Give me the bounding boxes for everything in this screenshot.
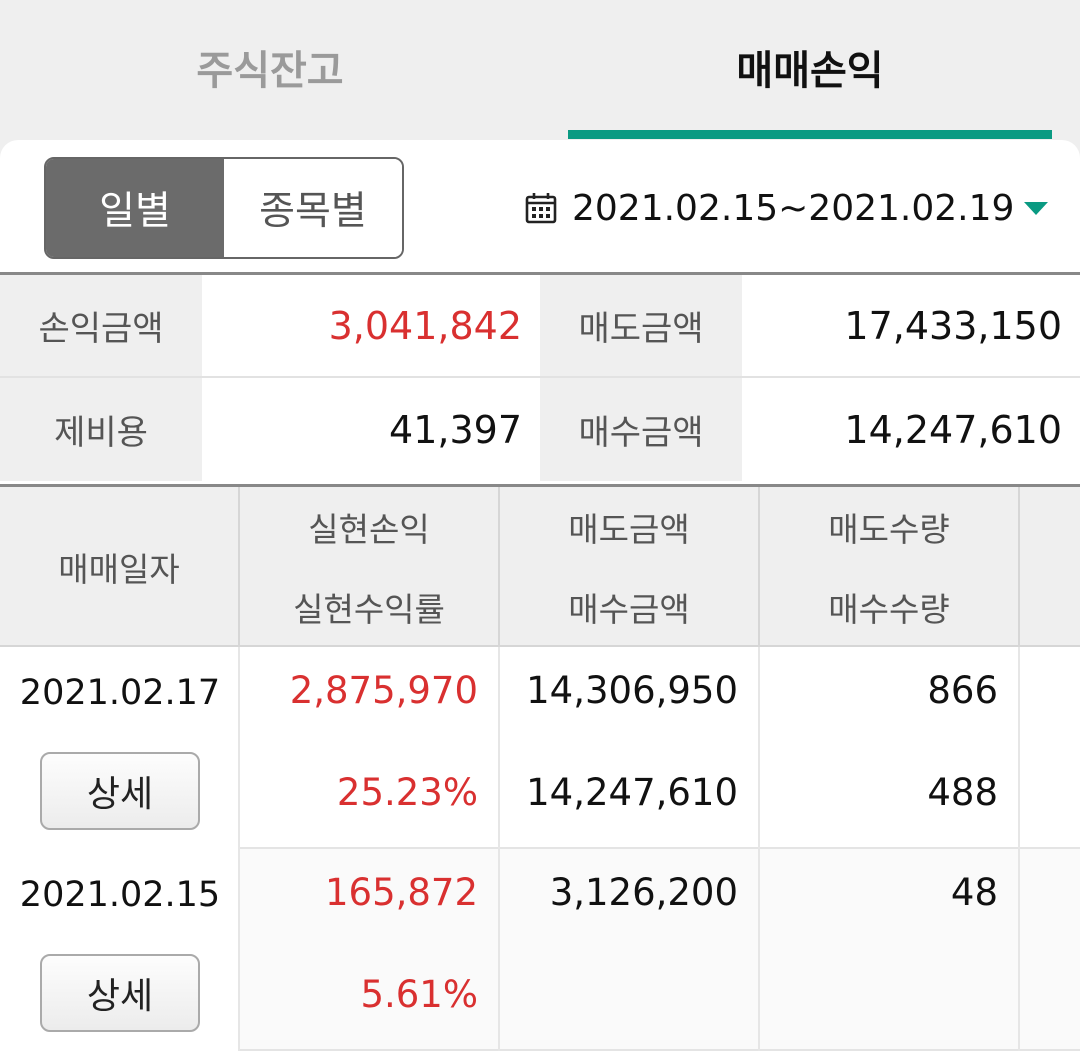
trade-date: 2021.02.17 — [19, 673, 221, 713]
header-overflow — [1020, 487, 1080, 647]
date-range-selector[interactable]: 2021.02.15~2021.02.19 — [524, 180, 1014, 236]
row-qty-cell: 866 488 — [760, 647, 1020, 849]
header-realized-rate-label: 실현수익률 — [293, 590, 445, 629]
header-sell-qty-label: 매도수량 — [828, 510, 950, 549]
sell-qty-value: 48 — [950, 871, 998, 914]
active-tab-indicator — [568, 130, 1052, 139]
header-trade-date: 매매일자 — [0, 487, 240, 647]
buy-qty-value: 488 — [927, 771, 998, 814]
row-amounts-cell: 3,126,200 — [500, 849, 760, 1051]
row-date-cell: 2021.02.17 상세 — [0, 647, 240, 849]
buy-amount-value: 14,247,610 — [742, 378, 1080, 481]
row-overflow-cell — [1020, 647, 1080, 849]
tab-bar: 주식잔고 매매손익 — [0, 0, 1080, 140]
header-quantities: 매도수량 매수수량 — [760, 487, 1020, 647]
sell-amount-value: 3,126,200 — [549, 871, 738, 914]
header-realized-pl-label: 실현손익 — [308, 510, 430, 549]
row-realized-cell: 165,872 5.61% — [240, 849, 500, 1051]
profit-loss-value: 3,041,842 — [202, 275, 540, 376]
summary-row: 제비용 41,397 매수금액 14,247,610 — [0, 378, 1080, 481]
detail-button[interactable]: 상세 — [40, 954, 200, 1032]
fees-value: 41,397 — [202, 378, 540, 481]
profit-loss-label: 손익금액 — [0, 275, 202, 376]
trade-date: 2021.02.15 — [19, 875, 221, 915]
header-sell-amount-label: 매도금액 — [568, 510, 690, 549]
table-row: 2021.02.15 상세 165,872 5.61% 3,126,200 48 — [0, 849, 1080, 1051]
tab-stock-balance[interactable]: 주식잔고 — [196, 48, 344, 94]
dropdown-arrow-icon[interactable] — [1024, 202, 1048, 215]
sell-amount-value: 14,306,950 — [526, 669, 738, 712]
summary-table: 손익금액 3,041,842 매도금액 17,433,150 제비용 41,39… — [0, 272, 1080, 481]
row-realized-cell: 2,875,970 25.23% — [240, 647, 500, 849]
row-date-cell: 2021.02.15 상세 — [0, 849, 240, 1051]
table-header: 매매일자 실현손익 실현수익률 매도금액 매수금액 매도수량 매수수량 — [0, 487, 1080, 647]
summary-row: 손익금액 3,041,842 매도금액 17,433,150 — [0, 275, 1080, 378]
date-range-text: 2021.02.15~2021.02.19 — [572, 187, 1015, 229]
daily-trades-table[interactable]: 매매일자 실현손익 실현수익률 매도금액 매수금액 매도수량 매수수량 2021… — [0, 484, 1080, 1052]
sell-amount-label: 매도금액 — [540, 275, 742, 376]
fees-label: 제비용 — [0, 378, 202, 481]
calendar-icon — [525, 193, 557, 224]
sell-amount-value: 17,433,150 — [742, 275, 1080, 376]
view-mode-segment: 일별 종목별 — [44, 157, 404, 259]
realized-pl-value: 2,875,970 — [289, 669, 478, 712]
detail-button[interactable]: 상세 — [40, 752, 200, 830]
realized-pl-value: 165,872 — [324, 871, 478, 914]
buy-amount-value: 14,247,610 — [526, 771, 738, 814]
segment-by-stock[interactable]: 종목별 — [224, 159, 402, 257]
buy-amount-label: 매수금액 — [540, 378, 742, 481]
realized-rate-value: 5.61% — [360, 973, 478, 1016]
row-overflow-cell — [1020, 849, 1080, 1051]
table-row: 2021.02.17 상세 2,875,970 25.23% 14,306,95… — [0, 647, 1080, 849]
row-qty-cell: 48 — [760, 849, 1020, 1051]
header-buy-amount-label: 매수금액 — [568, 590, 690, 629]
header-amounts: 매도금액 매수금액 — [500, 487, 760, 647]
header-realized: 실현손익 실현수익률 — [240, 487, 500, 647]
realized-rate-value: 25.23% — [336, 771, 478, 814]
sell-qty-value: 866 — [927, 669, 998, 712]
header-buy-qty-label: 매수수량 — [828, 590, 950, 629]
content-panel: 일별 종목별 2021.02.15~2021.02.19 손익금액 3,041,… — [0, 140, 1080, 1052]
tab-trading-pl[interactable]: 매매손익 — [736, 48, 884, 94]
segment-daily[interactable]: 일별 — [46, 159, 224, 257]
row-amounts-cell: 14,306,950 14,247,610 — [500, 647, 760, 849]
header-trade-date-label: 매매일자 — [58, 550, 180, 589]
